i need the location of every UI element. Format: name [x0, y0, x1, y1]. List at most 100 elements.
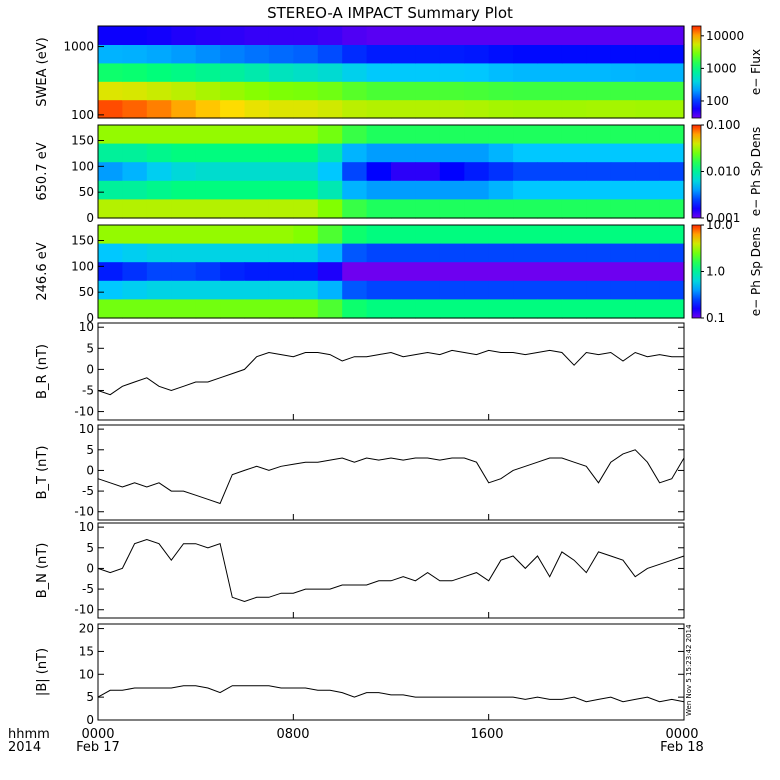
colorbar-label: e− Ph Sp Dens — [749, 127, 763, 216]
heatmap-cell — [98, 299, 123, 319]
timestamp-stamp: Wen Nov 5 15:23:42 2014 — [685, 624, 693, 716]
colorbar-tick-label: 0.010 — [706, 165, 740, 179]
heatmap-cell — [610, 243, 636, 263]
heatmap-cell — [610, 26, 636, 45]
heatmap-cell — [561, 44, 587, 64]
heatmap-cell — [464, 199, 490, 219]
heatmap-cell — [268, 125, 294, 145]
heatmap-cell — [464, 180, 490, 200]
y-tick-label: 5 — [86, 443, 94, 457]
heatmap-cell — [439, 143, 465, 163]
heatmap-cell — [464, 143, 490, 163]
heatmap-cell — [317, 280, 343, 300]
heatmap-cell — [439, 299, 465, 319]
y-tick-label: 0 — [86, 211, 94, 225]
heatmap-cell — [146, 243, 172, 263]
heatmap-cell — [268, 225, 294, 245]
heatmap-cell — [537, 125, 563, 145]
heatmap-cell — [244, 99, 270, 119]
heatmap-cell — [391, 26, 416, 45]
heatmap-cell — [342, 199, 368, 219]
heatmap-cell — [366, 125, 392, 145]
colorbar-label: e− Flux — [749, 49, 763, 95]
heatmap-cell — [659, 225, 685, 245]
series-line — [97, 349, 684, 396]
heatmap-cell — [635, 225, 661, 245]
heatmap-cell — [488, 262, 514, 282]
heatmap-cell — [439, 44, 465, 64]
heatmap-cell — [342, 280, 368, 300]
heatmap-cell — [415, 99, 441, 119]
heatmap-cell — [98, 125, 123, 145]
heatmap-cell — [171, 125, 197, 145]
heatmap-cell — [195, 99, 221, 119]
y-tick-label: 5 — [86, 541, 94, 555]
heatmap-cell — [244, 299, 270, 319]
heatmap-cell — [146, 26, 172, 45]
heatmap-cell — [317, 44, 343, 64]
heatmap-cell — [439, 26, 465, 45]
heatmap-cell — [659, 99, 685, 119]
plot-title: STEREO-A IMPACT Summary Plot — [267, 4, 513, 22]
heatmap-cell — [488, 299, 514, 319]
heatmap-cell — [561, 199, 587, 219]
heatmap-cell — [244, 143, 270, 163]
heatmap-cell — [415, 180, 441, 200]
heatmap-cell — [488, 26, 514, 45]
heatmap-cell — [586, 81, 612, 101]
y-tick-label: 100 — [71, 159, 94, 173]
heatmap-cell — [317, 99, 343, 119]
heatmap-cell — [513, 243, 539, 263]
heatmap-cell — [220, 299, 246, 319]
heatmap-cell — [195, 143, 221, 163]
series-line — [97, 449, 685, 505]
heatmap-cell — [146, 180, 172, 200]
heatmap-cell — [122, 299, 148, 319]
heatmap-cell — [586, 143, 612, 163]
heatmap-cell — [610, 62, 636, 82]
heatmap-cell — [122, 199, 148, 219]
heatmap-cell — [366, 199, 392, 219]
heatmap-cell — [171, 81, 197, 101]
heatmap-cell — [98, 280, 123, 300]
y-tick-label: 15 — [79, 644, 94, 658]
heatmap-cell — [439, 81, 465, 101]
heatmap-cell — [244, 44, 270, 64]
heatmap-cell — [586, 44, 612, 64]
y-tick-label: 5 — [86, 690, 94, 704]
heatmap-cell — [586, 180, 612, 200]
heatmap-cell — [268, 99, 294, 119]
heatmap-cell — [244, 280, 270, 300]
heatmap-cell — [537, 262, 563, 282]
heatmap-cell — [268, 180, 294, 200]
heatmap-cell — [635, 143, 661, 163]
heatmap-cell — [464, 280, 490, 300]
heatmap-cell — [220, 180, 246, 200]
y-tick-label: 5 — [86, 341, 94, 355]
heatmap-cell — [635, 99, 661, 119]
heatmap-cell — [391, 299, 416, 319]
heatmap-cell — [244, 162, 270, 182]
heatmap-cell — [537, 280, 563, 300]
heatmap-cell — [268, 143, 294, 163]
heatmap-cell — [293, 44, 319, 64]
heatmap-cell — [122, 262, 148, 282]
heatmap-cell — [342, 243, 368, 263]
time-tick-0000: 0000 — [81, 727, 114, 742]
heatmap-cell — [342, 180, 368, 200]
heatmap-cell — [293, 280, 319, 300]
heatmap-cell — [220, 26, 246, 45]
panel-frame — [97, 124, 685, 219]
heatmap-cell — [244, 26, 270, 45]
heatmap-cell — [391, 162, 416, 182]
heatmap-cell — [659, 299, 685, 319]
y-tick-label: 10 — [79, 667, 94, 681]
heatmap-cell — [635, 62, 661, 82]
heatmap-cell — [537, 99, 563, 119]
y-tick-label: 150 — [71, 134, 94, 148]
heatmap-cell — [464, 299, 490, 319]
y-tick-label: 0 — [86, 463, 94, 477]
colorbar-tick-label: 0.100 — [706, 118, 740, 132]
heatmap-cell — [415, 162, 441, 182]
heatmap-cell — [366, 62, 392, 82]
